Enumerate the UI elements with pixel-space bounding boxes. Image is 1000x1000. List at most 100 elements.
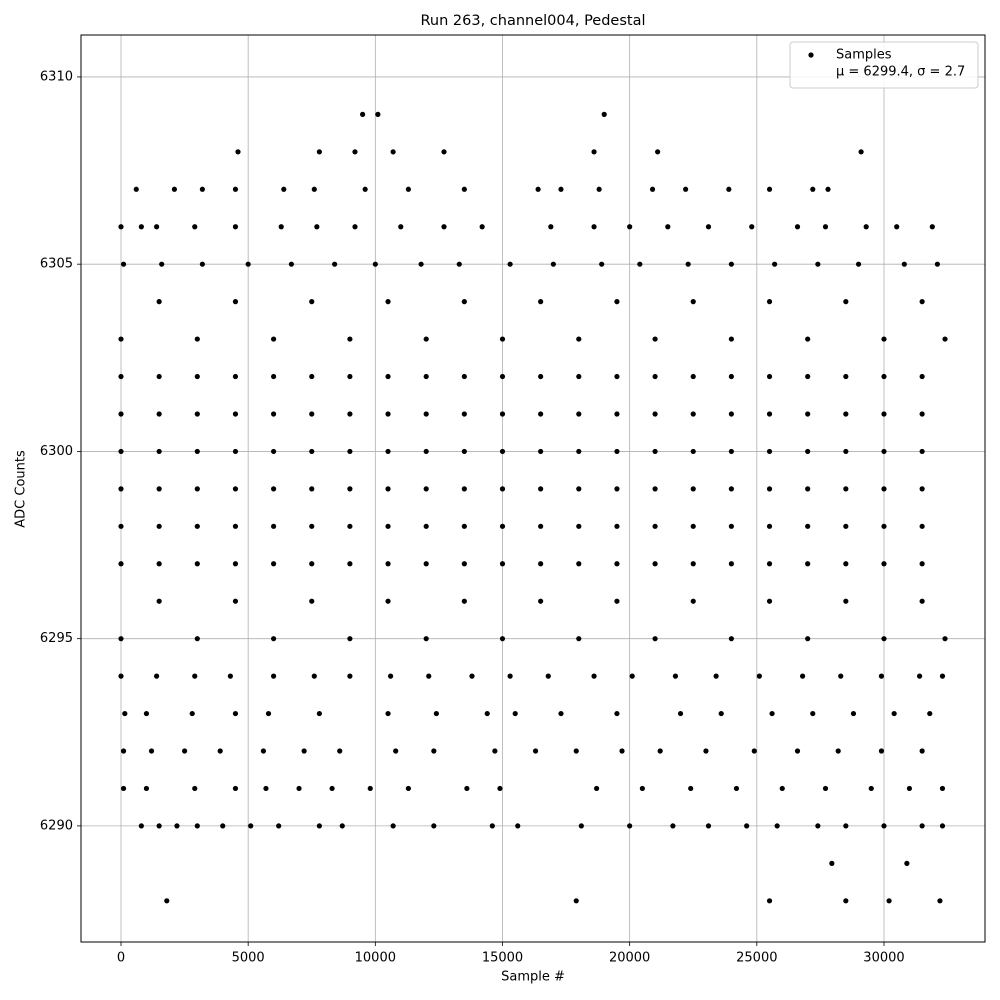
point (766, 411, 773, 417)
chart-title: Run 263, channel004, Pedestal (420, 13, 645, 29)
point (576, 523, 582, 529)
point (133, 186, 139, 192)
point (156, 448, 162, 455)
point (194, 336, 200, 342)
point (271, 373, 277, 380)
point (181, 748, 188, 754)
point (843, 411, 849, 417)
point (772, 261, 778, 267)
point (479, 224, 485, 230)
x-tick-label: 15000 (482, 951, 523, 966)
point (194, 823, 200, 829)
point (637, 261, 643, 267)
point (942, 336, 948, 342)
point (469, 673, 475, 679)
point (578, 823, 584, 829)
point (614, 486, 620, 492)
point (464, 785, 470, 792)
y-tick-label: 6290 (40, 818, 73, 833)
point (492, 748, 498, 754)
point (288, 261, 295, 267)
point (118, 673, 124, 679)
point (156, 486, 162, 492)
point (937, 898, 943, 904)
point (232, 186, 239, 192)
point (843, 373, 849, 380)
point (192, 673, 198, 679)
y-tick-label: 6295 (40, 631, 73, 646)
point (441, 149, 447, 155)
point (347, 561, 353, 567)
point (906, 785, 913, 792)
point (461, 523, 467, 529)
point (278, 224, 284, 230)
point (347, 636, 353, 642)
point (657, 748, 663, 754)
point (939, 673, 946, 679)
point (199, 186, 205, 192)
point (515, 823, 521, 829)
point (794, 748, 801, 754)
point (550, 261, 556, 267)
point (194, 411, 200, 417)
point (652, 486, 658, 492)
point (271, 411, 277, 417)
point (639, 785, 645, 792)
x-tick-label: 0 (117, 951, 125, 966)
point (499, 373, 506, 380)
point (156, 373, 162, 380)
point (728, 523, 734, 529)
point (878, 748, 885, 754)
point (217, 748, 223, 754)
point (614, 299, 620, 305)
point (347, 411, 353, 417)
point (316, 149, 322, 155)
point (347, 373, 353, 380)
point (118, 561, 124, 567)
point (614, 561, 620, 567)
point (143, 710, 150, 717)
point (863, 224, 869, 230)
x-tick-label: 20000 (609, 951, 650, 966)
point (194, 561, 200, 567)
point (843, 299, 849, 305)
point (271, 673, 277, 679)
point (614, 411, 620, 417)
point (713, 673, 719, 679)
point (461, 186, 467, 192)
point (881, 448, 887, 455)
point (627, 823, 633, 829)
y-tick-label: 6305 (40, 257, 73, 272)
point (347, 523, 353, 529)
point (199, 261, 205, 267)
point (512, 710, 518, 717)
point (232, 523, 239, 529)
point (766, 523, 773, 529)
point (499, 523, 506, 529)
point (245, 261, 251, 267)
point (614, 373, 620, 380)
point (934, 261, 940, 267)
point (558, 186, 564, 192)
point (629, 673, 635, 679)
point (461, 448, 467, 455)
point (532, 748, 539, 754)
point (904, 860, 910, 866)
point (309, 486, 315, 492)
point (652, 411, 658, 417)
point (316, 710, 322, 717)
point (766, 448, 773, 455)
point (154, 224, 160, 230)
point (497, 785, 503, 792)
point (423, 411, 429, 417)
point (805, 636, 811, 642)
point (774, 823, 780, 829)
point (538, 373, 544, 380)
point (810, 710, 816, 717)
point (118, 373, 124, 380)
point (461, 373, 467, 380)
point (232, 710, 239, 717)
y-tick-label: 6310 (40, 69, 73, 84)
x-tick-label: 25000 (736, 951, 777, 966)
point (573, 748, 579, 754)
